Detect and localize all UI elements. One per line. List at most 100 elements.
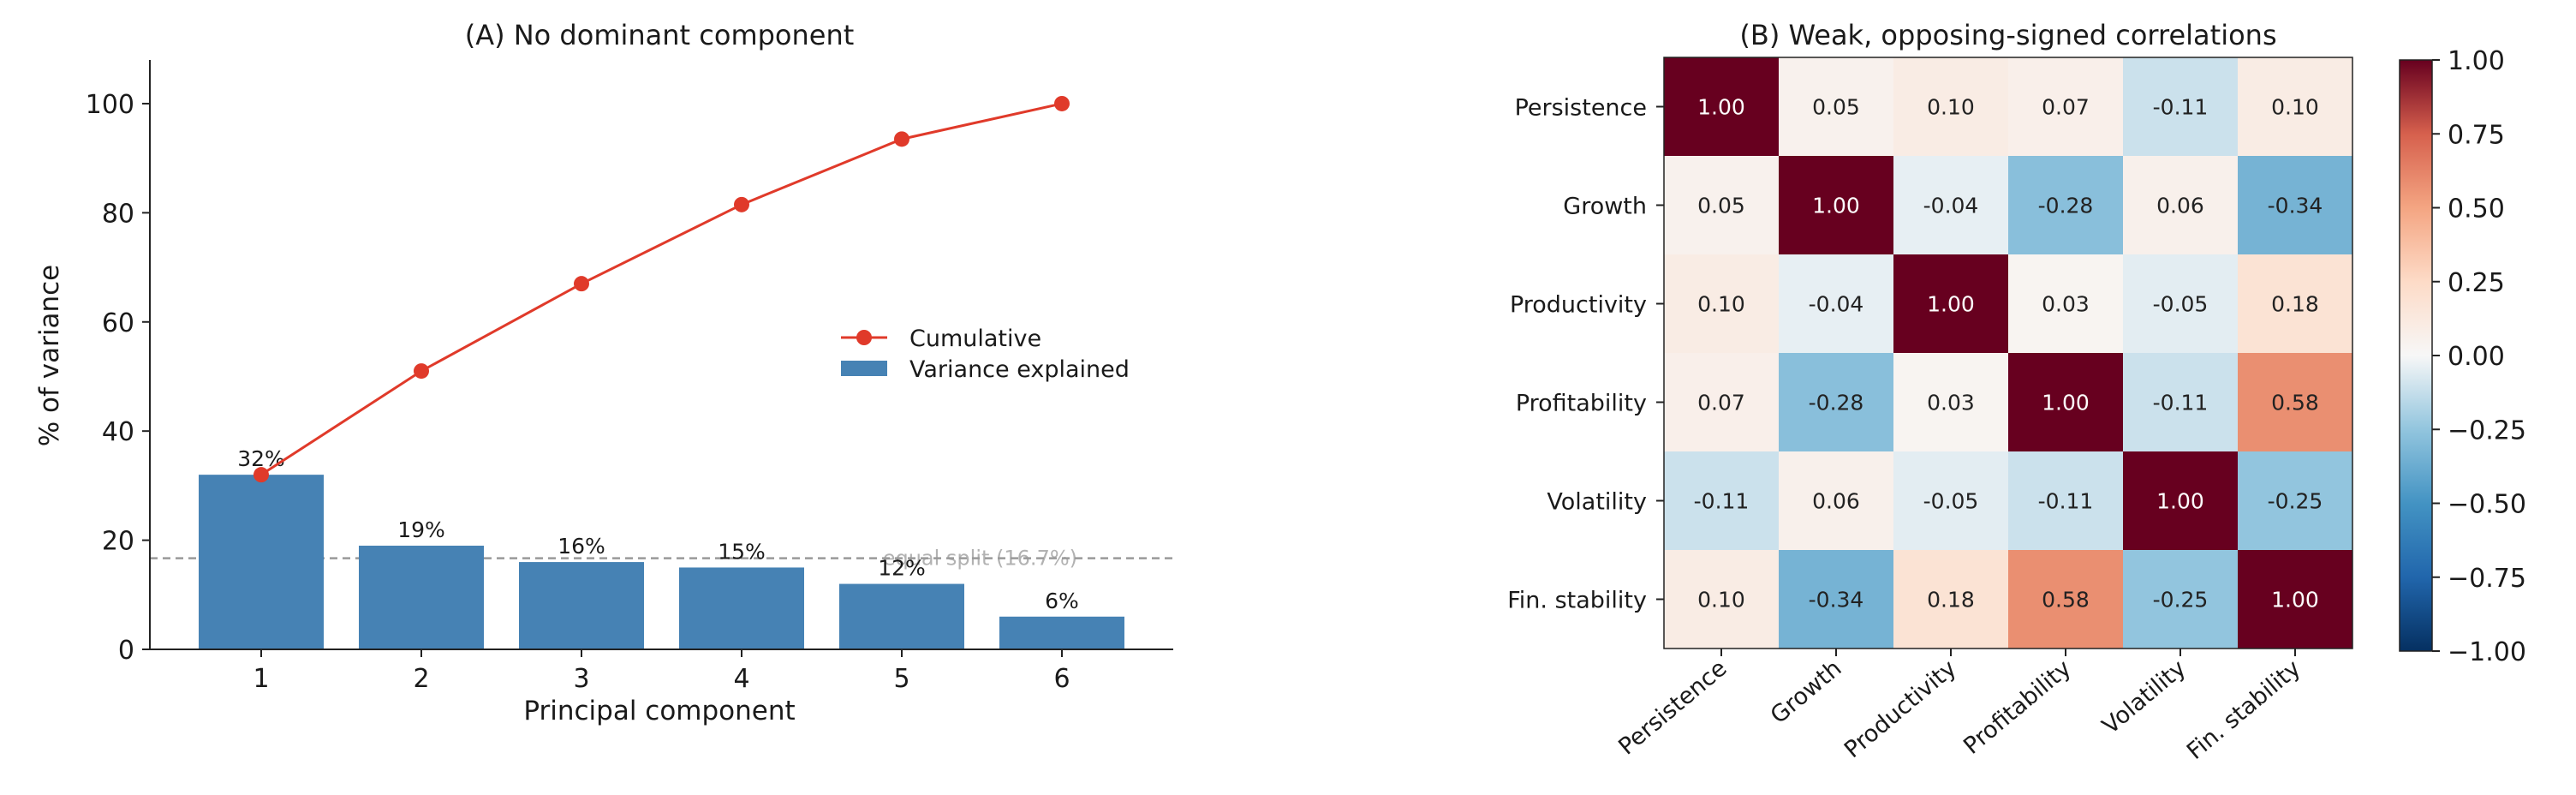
heatmap-cell [2123, 156, 2238, 254]
row-label: Profitability [1516, 391, 1647, 417]
colorbar: 1.00 0.75 0.50 0.25 0.00 −0.25 −0.50 −0.75 −1.00 [2399, 46, 2526, 667]
heatmap-cell [1893, 353, 2008, 451]
heatmap-cell [1664, 451, 1779, 550]
y-axis-label: % of variance [34, 265, 65, 447]
chart-a-axes: 0 20 40 60 80 100 1 2 3 4 5 6 [86, 60, 1173, 694]
heatmap-cell-value: 0.58 [2271, 391, 2319, 415]
row-label: Growth [1563, 194, 1647, 220]
row-label: Persistence [1515, 95, 1647, 122]
heatmap-cell-value: 0.06 [2156, 194, 2204, 218]
cumulative-point [574, 276, 589, 292]
x-tick-label: 1 [253, 664, 269, 694]
heatmap-cell-value: 1.00 [2042, 391, 2090, 415]
heatmap-cell-value: 1.00 [2271, 588, 2319, 613]
heatmap-cell-value: 0.07 [1697, 391, 1745, 415]
heatmap-cell-value: -0.25 [2268, 489, 2323, 514]
heatmap-cell [2123, 254, 2238, 353]
bar [199, 475, 324, 649]
colorbar-tick-label: 0.00 [2448, 342, 2505, 372]
bar [359, 545, 484, 649]
x-axis-label: Principal component [523, 696, 795, 726]
heatmap-cell [1664, 57, 1779, 156]
bar-value-label: 12% [878, 556, 926, 581]
heatmap-cell [2238, 156, 2352, 254]
heatmap-cell [2238, 254, 2352, 353]
heatmap-cell [2238, 353, 2352, 451]
x-tick-label: 6 [1053, 664, 1070, 694]
heatmap-cell-value: 1.00 [1812, 194, 1860, 218]
heatmap-cell-value: 0.10 [1927, 95, 1975, 120]
heatmap-cell [2123, 550, 2238, 649]
heatmap-cell-value: -0.04 [1809, 292, 1864, 317]
heatmap-cell-value: 0.18 [1927, 588, 1975, 613]
heatmap-cell [2123, 57, 2238, 156]
heatmap-cell-value: -0.28 [2038, 194, 2094, 218]
heatmap-cell [1664, 353, 1779, 451]
heatmap-cell-value: 0.07 [2042, 95, 2090, 120]
bar [519, 562, 644, 649]
column-label: Productivity [1840, 655, 1962, 764]
x-tick-label: 2 [413, 664, 429, 694]
heatmap-cell-value: 0.05 [1812, 95, 1860, 120]
heatmap-cell-value: -0.11 [2153, 95, 2209, 120]
heatmap-cell [1779, 550, 1893, 649]
heatmap-cell-value: 0.10 [2271, 95, 2319, 120]
heatmap-cell [1893, 57, 2008, 156]
bar [839, 583, 964, 649]
legend-variance-label: Variance explained [909, 356, 1130, 383]
cumulative-point [414, 363, 429, 380]
heatmap-cell-value: -0.04 [1923, 194, 1979, 218]
heatmap-cell [1779, 353, 1893, 451]
cumulative-point [253, 467, 269, 483]
legend-cumulative-label: Cumulative [909, 326, 1041, 352]
column-label: Fin. stability [2182, 655, 2306, 765]
heatmap-cell-value: 0.03 [2042, 292, 2090, 317]
column-label: Persistence [1613, 655, 1732, 761]
colorbar-tick-label: −1.00 [2448, 637, 2526, 667]
heatmap-cell-value: -0.05 [2153, 292, 2209, 317]
heatmap-cell-value: 1.00 [1697, 95, 1745, 120]
heatmap-cell [2123, 451, 2238, 550]
heatmap-cell [1893, 451, 2008, 550]
heatmap-cell [2008, 57, 2123, 156]
heatmap-cell [2008, 451, 2123, 550]
heatmap-cell-value: 0.06 [1812, 489, 1860, 514]
bar-value-labels: 32%19%16% 15%12%6% [237, 446, 1079, 613]
cumulative-point [734, 196, 749, 212]
heatmap-cell [2238, 550, 2352, 649]
colorbar-tick-label: 0.25 [2448, 268, 2505, 298]
x-tick-label: 4 [733, 664, 749, 694]
heatmap-cell [1664, 254, 1779, 353]
y-tick-label: 40 [102, 417, 134, 447]
colorbar-gradient [2399, 59, 2433, 652]
cumulative-line [260, 102, 1063, 476]
cumulative-point [1054, 95, 1070, 111]
heatmap-cell [2123, 353, 2238, 451]
heatmap-cell-value: 0.58 [2042, 588, 2090, 613]
heatmap-cell-value: 0.05 [1697, 194, 1745, 218]
colorbar-tick-label: −0.25 [2448, 415, 2526, 445]
heatmap-cell-value: 1.00 [1927, 292, 1975, 317]
row-label: Volatility [1547, 489, 1647, 516]
heatmap-cell [2008, 353, 2123, 451]
bar-value-label: 19% [397, 517, 445, 542]
heatmap-cell [1779, 254, 1893, 353]
bar-value-label: 6% [1045, 589, 1079, 613]
heatmap-cell-value: -0.11 [2153, 391, 2209, 415]
column-label: Growth [1766, 655, 1847, 730]
legend-cumulative-marker [856, 330, 872, 345]
colorbar-tick-label: 1.00 [2448, 46, 2505, 76]
heatmap-column-labels: Persistence GrowthProductivityProfitabili… [1613, 649, 2306, 765]
heatmap-cell [2008, 254, 2123, 353]
bar-value-label: 16% [558, 534, 605, 559]
heatmap-cells: 1.00 0.05 0.10 0.07 -0.11 0.10 0.05 1.00 -0.04 -0… [1663, 57, 2353, 649]
heatmap-cell [2238, 451, 2352, 550]
heatmap-row-labels: Persistence Growth Productivity Profitabili… [1507, 95, 1664, 614]
column-label: Profitability [1959, 655, 2076, 760]
chart-b-title: (B) Weak, opposing-signed correlations [1739, 19, 2276, 51]
heatmap-cell [1779, 156, 1893, 254]
heatmap-cell-value: 0.18 [2271, 292, 2319, 317]
colorbar-tick-label: 0.75 [2448, 120, 2505, 150]
heatmap-cell [1779, 451, 1893, 550]
heatmap-cell-value: -0.34 [1809, 588, 1864, 613]
